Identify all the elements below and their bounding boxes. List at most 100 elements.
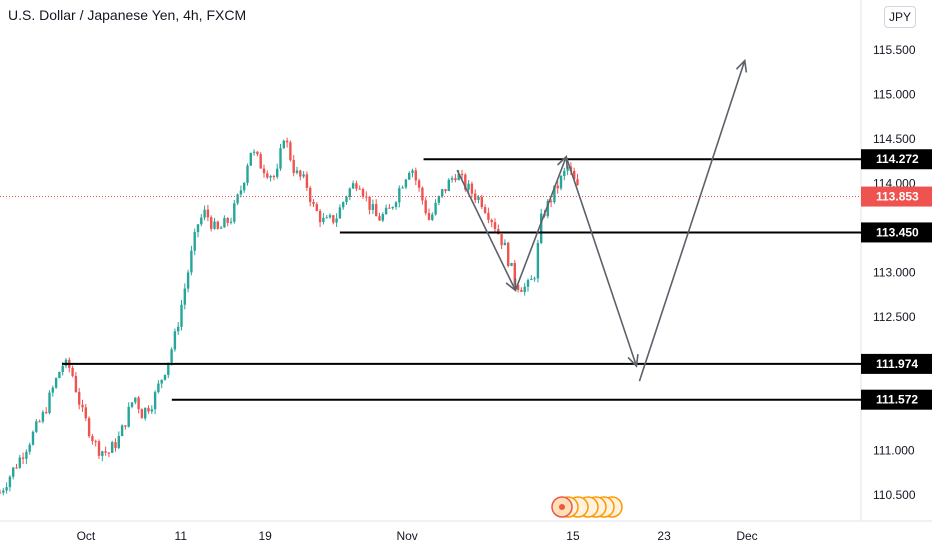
- candle-body: [361, 189, 365, 197]
- candle-body: [21, 457, 25, 459]
- candle: [289, 140, 292, 162]
- candle: [371, 199, 375, 214]
- price-tick-label: 110.500: [873, 488, 916, 502]
- candle-body: [193, 232, 196, 251]
- candle: [388, 203, 391, 209]
- projection-arrow-line[interactable]: [514, 156, 567, 291]
- candle: [454, 173, 457, 183]
- arrow-head-icon: [735, 58, 748, 73]
- candle: [404, 178, 408, 190]
- candle-body: [312, 201, 315, 205]
- candle-body: [474, 193, 477, 201]
- candle: [71, 365, 74, 378]
- candle-body: [431, 214, 434, 220]
- candle: [431, 212, 434, 222]
- candle-body: [513, 262, 516, 286]
- candle-body: [493, 222, 497, 229]
- candle: [559, 174, 563, 191]
- candle: [328, 213, 332, 219]
- candle: [163, 374, 167, 381]
- candle-body: [276, 168, 279, 177]
- time-tick-label: Nov: [396, 529, 417, 543]
- candle-body: [259, 154, 262, 169]
- candle-body: [78, 392, 81, 405]
- candle-body: [447, 179, 450, 192]
- candle-body: [74, 375, 78, 393]
- candle-body: [107, 452, 111, 454]
- candle: [41, 410, 45, 424]
- level-price-badge: [861, 222, 932, 243]
- currency-badge[interactable]: JPY: [884, 6, 916, 28]
- candle-body: [203, 209, 206, 218]
- candle: [173, 328, 177, 352]
- candle-body: [282, 140, 285, 149]
- candle-body: [233, 203, 236, 222]
- candle-body: [256, 151, 259, 155]
- candle: [190, 245, 193, 276]
- candle: [2, 488, 5, 496]
- candle-body: [54, 378, 58, 388]
- candle: [252, 149, 256, 156]
- candle-body: [450, 178, 454, 180]
- projection-arrow-line[interactable]: [565, 156, 638, 367]
- candle-body: [170, 349, 173, 363]
- candle-body: [223, 218, 226, 228]
- candle-body: [470, 183, 474, 194]
- time-tick-label: 19: [259, 529, 273, 543]
- candle-body: [8, 476, 12, 488]
- candle-body: [167, 362, 170, 375]
- candle-body: [38, 421, 41, 423]
- candle: [500, 234, 503, 250]
- candle: [8, 475, 12, 492]
- candle-body: [483, 207, 487, 213]
- candle: [348, 187, 351, 201]
- candle-body: [533, 278, 536, 280]
- candle-body: [302, 174, 305, 177]
- projection-arrow-line[interactable]: [456, 169, 517, 291]
- candle: [153, 390, 157, 415]
- candle-body: [213, 221, 216, 229]
- candle-body: [12, 467, 15, 477]
- candle-body: [71, 367, 74, 376]
- candle-body: [114, 442, 117, 448]
- candle: [180, 299, 183, 331]
- candle: [84, 403, 87, 422]
- candle: [120, 424, 124, 437]
- candle: [421, 186, 424, 205]
- candle-body: [457, 174, 460, 181]
- level-price-badge: [861, 149, 932, 170]
- candle-body: [252, 151, 256, 153]
- projection-arrow-line[interactable]: [638, 60, 746, 382]
- candle: [358, 185, 361, 190]
- event-markers: [551, 496, 623, 518]
- candle: [427, 208, 431, 221]
- candle: [18, 454, 21, 469]
- candle-body: [180, 304, 183, 327]
- candle-body: [94, 441, 97, 443]
- candle: [299, 169, 302, 181]
- candle-body: [236, 194, 239, 204]
- candle: [361, 187, 365, 199]
- candle: [117, 431, 120, 450]
- candle-body: [500, 234, 503, 246]
- candle: [474, 189, 477, 204]
- candle-body: [5, 487, 8, 491]
- candle-body: [200, 217, 203, 225]
- candle-body: [243, 182, 246, 191]
- candle: [447, 178, 450, 192]
- candle-body: [371, 204, 375, 210]
- price-tick-label: 114.500: [873, 132, 916, 146]
- candle: [556, 181, 559, 194]
- candle: [127, 402, 130, 428]
- candle-body: [536, 242, 540, 279]
- level-price-badge: [861, 389, 932, 410]
- candle-body: [573, 170, 576, 180]
- candle-body: [229, 221, 233, 223]
- candle: [493, 218, 497, 233]
- candle: [137, 396, 140, 414]
- candle-body: [441, 189, 444, 197]
- candle-body: [2, 490, 5, 493]
- candle: [279, 143, 282, 171]
- candle: [394, 200, 398, 210]
